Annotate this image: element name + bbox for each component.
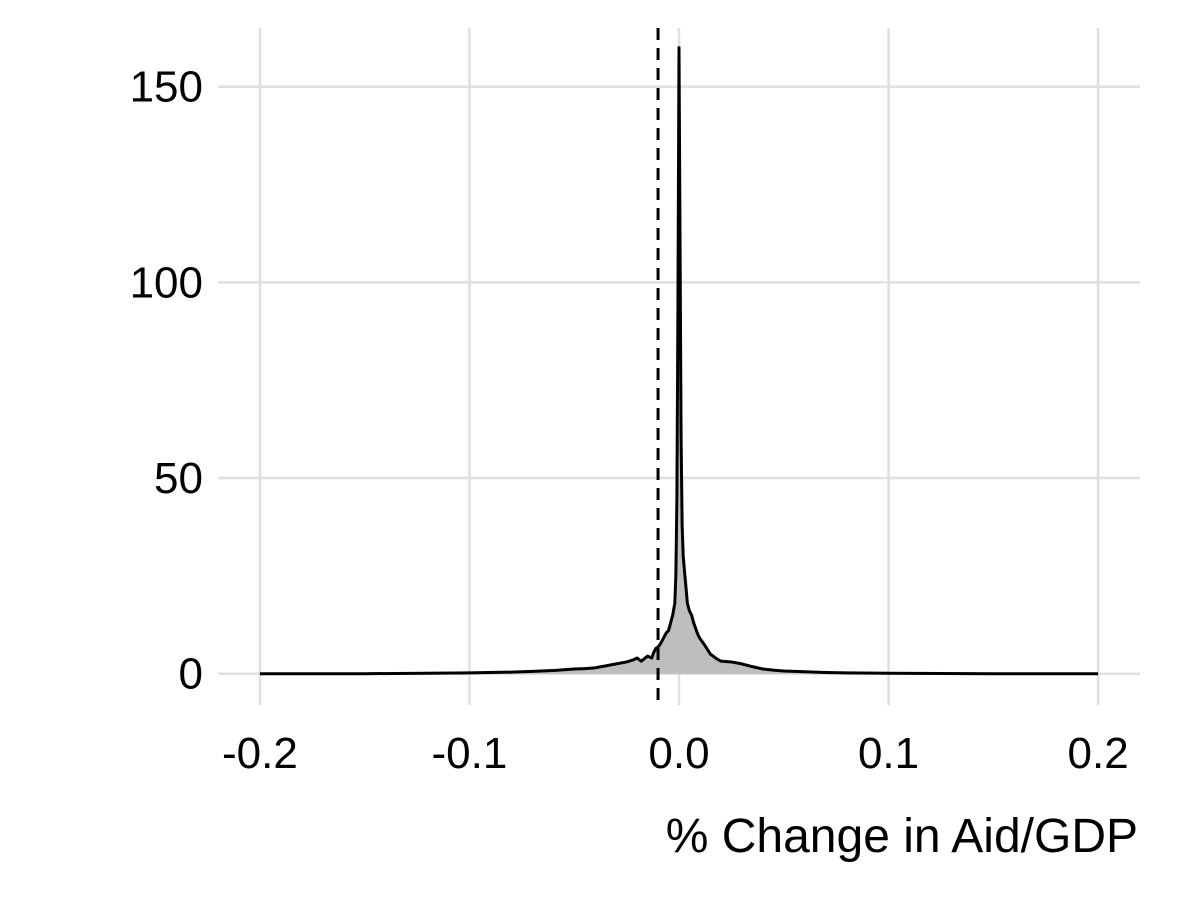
y-tick-label: 150 <box>130 63 203 112</box>
y-axis-tick-labels: 0 50 100 150 <box>130 63 203 699</box>
density-area <box>259 46 1099 676</box>
x-axis-tick-labels: -0.2 -0.1 0.0 0.1 0.2 <box>222 729 1129 778</box>
x-tick-label: 0.0 <box>648 729 709 778</box>
y-tick-label: 0 <box>179 650 203 699</box>
density-line <box>259 46 1099 676</box>
x-axis-title: % Change in Aid/GDP <box>666 810 1138 863</box>
y-tick-label: 50 <box>154 454 203 503</box>
x-tick-label: -0.2 <box>222 729 298 778</box>
x-tick-label: -0.1 <box>432 729 508 778</box>
x-tick-label: 0.2 <box>1068 729 1129 778</box>
y-tick-label: 100 <box>130 258 203 307</box>
x-tick-label: 0.1 <box>858 729 919 778</box>
